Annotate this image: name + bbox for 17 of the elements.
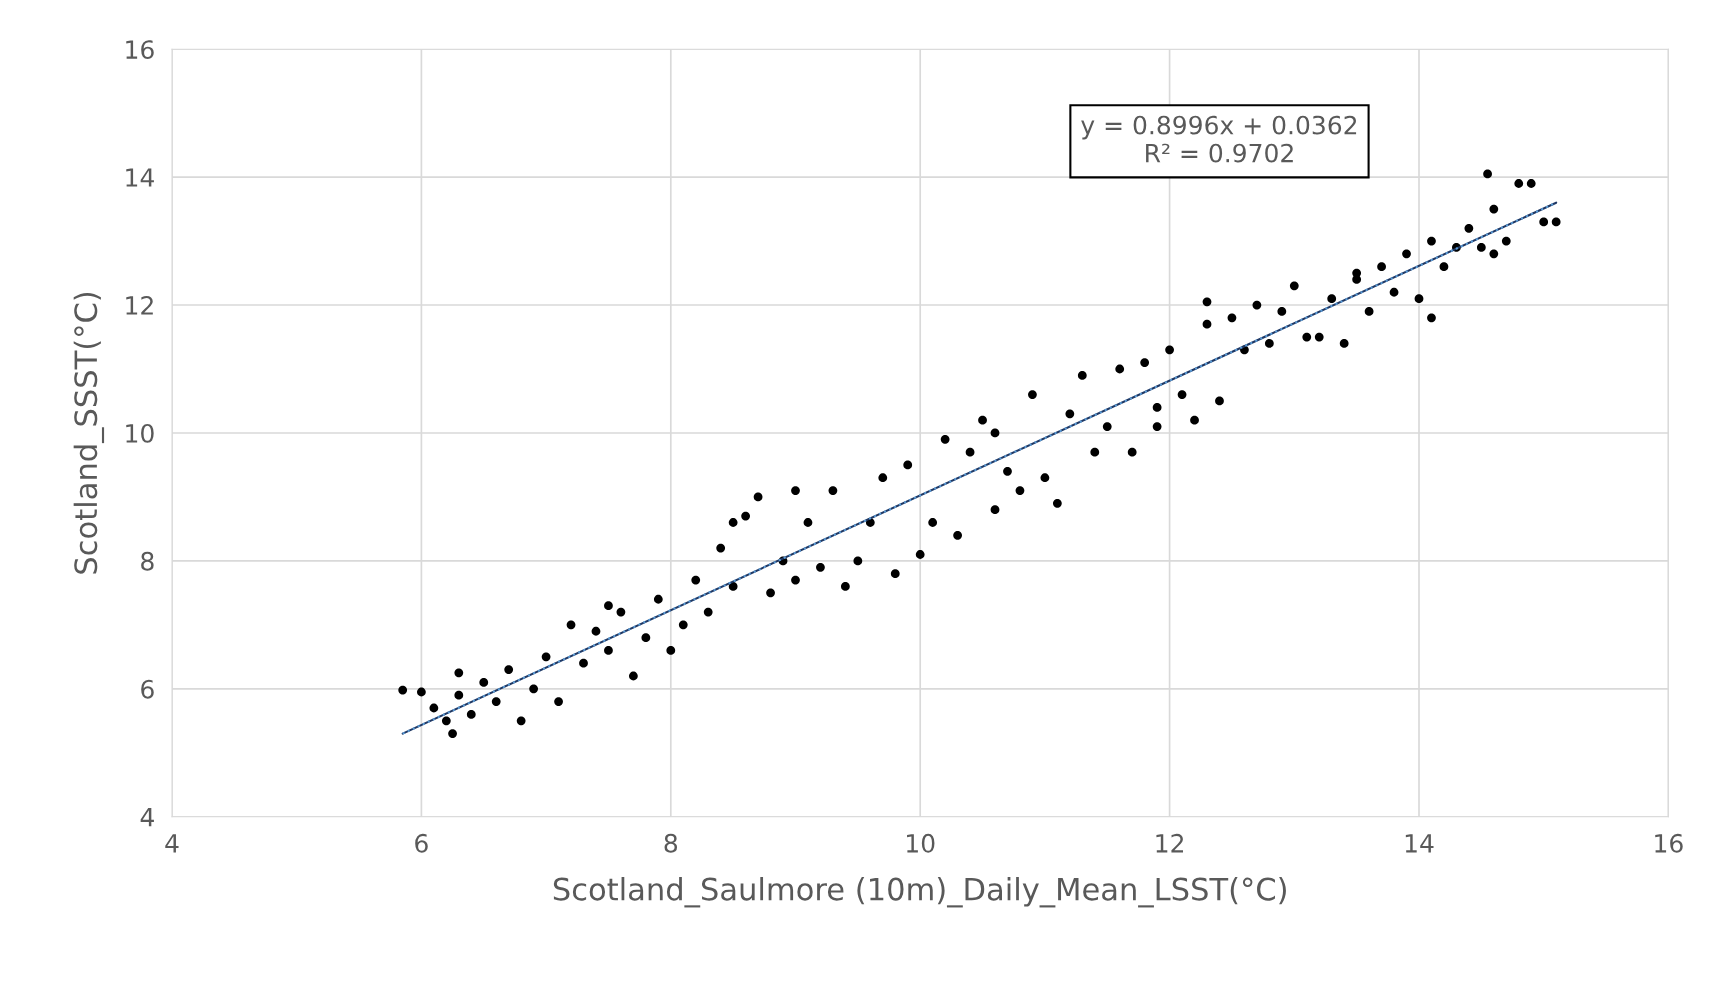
y-tick-label: 10: [126, 423, 154, 443]
x-tick-label: 6: [415, 833, 428, 853]
y-tick-label: 4: [140, 807, 154, 827]
annotation: y = 0.8996x + 0.0362 R² = 0.9702: [1081, 115, 1357, 163]
x-tick-label: 4: [165, 834, 179, 853]
x-tick-label: 14: [1405, 834, 1434, 853]
x-tick-label: 12: [1156, 833, 1183, 853]
x-tick-label: 10: [907, 833, 935, 853]
y-tick-label: 6: [141, 679, 154, 699]
y-tick-label: 8: [141, 551, 154, 571]
y-tick-label: 12: [126, 295, 153, 315]
x-axis-title: Scotland_Saulmore (10m)_Daily_Mean_LSST(°C): [553, 877, 1286, 908]
x-tick-label: 16: [1655, 833, 1683, 853]
x-tick-label: 8: [664, 833, 678, 853]
y-axis-title: Scotland_SSST(°C): [73, 292, 105, 574]
y-tick-label: 16: [126, 40, 154, 60]
y-tick-label: 14: [126, 168, 154, 187]
